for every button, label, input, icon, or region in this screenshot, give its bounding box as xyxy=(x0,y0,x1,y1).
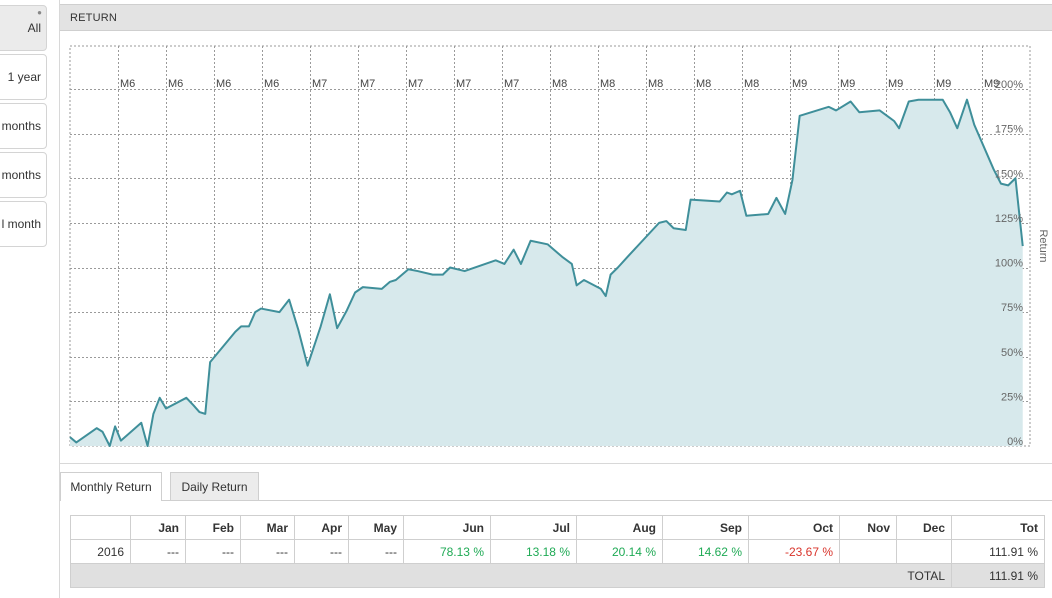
y-tick-label: 175% xyxy=(995,124,1023,136)
range-months-label-a: months xyxy=(1,119,41,133)
x-tick-label: M7 xyxy=(360,78,375,90)
panel-title: RETURN xyxy=(70,12,118,24)
header-dec: Dec xyxy=(896,515,952,540)
x-tick-label: M8 xyxy=(552,78,567,90)
table-row: 2016 --- --- --- --- --- 78.13 % 13.18 %… xyxy=(70,539,1045,564)
x-tick-label: M6 xyxy=(120,78,135,90)
x-tick-label: M9 xyxy=(840,78,855,90)
total-label: TOTAL xyxy=(70,563,952,588)
x-tick-label: M8 xyxy=(600,78,615,90)
range-1-year-button[interactable]: 1 year xyxy=(0,54,47,100)
y-tick-label: 100% xyxy=(995,258,1023,270)
header-jan: Jan xyxy=(130,515,186,540)
y-tick-label: 75% xyxy=(1001,302,1023,314)
x-tick-label: M9 xyxy=(984,78,999,90)
x-tick-label: M7 xyxy=(408,78,423,90)
x-tick-label: M7 xyxy=(504,78,519,90)
tab-monthly-return[interactable]: Monthly Return xyxy=(60,472,162,501)
cell-oct: -23.67 % xyxy=(748,539,840,564)
header-aug: Aug xyxy=(576,515,663,540)
y-tick-label: 50% xyxy=(1001,347,1023,359)
cell-tot: 111.91 % xyxy=(951,539,1045,564)
range-1-month-button[interactable]: l month xyxy=(0,201,47,247)
x-tick-label: M6 xyxy=(168,78,183,90)
return-chart: M6 M6 M6 M6 M7 M7 M7 M7 M7 M8 M8 M8 M8 M8 M9 M9 M9 M9 M9 0%… xyxy=(60,31,1052,464)
cell-nov xyxy=(839,539,897,564)
header-jun: Jun xyxy=(403,515,491,540)
y-tick-label: 0% xyxy=(1007,436,1023,448)
return-line xyxy=(69,98,1024,447)
cell-jul: 13.18 % xyxy=(490,539,577,564)
table-header-row: Jan Feb Mar Apr May Jun Jul Aug Sep Oct … xyxy=(70,515,1045,540)
header-mar: Mar xyxy=(240,515,295,540)
header-nov: Nov xyxy=(839,515,897,540)
cell-year: 2016 xyxy=(70,539,131,564)
header-year xyxy=(70,515,131,540)
monthly-return-table: Jan Feb Mar Apr May Jun Jul Aug Sep Oct … xyxy=(70,515,1045,588)
cell-jun: 78.13 % xyxy=(403,539,491,564)
cell-feb: --- xyxy=(185,539,241,564)
range-sidebar: All ● 1 year months months l month xyxy=(0,0,50,598)
cell-sep: 14.62 % xyxy=(662,539,749,564)
header-oct: Oct xyxy=(748,515,840,540)
return-panel-header: RETURN xyxy=(60,4,1052,31)
header-may: May xyxy=(348,515,404,540)
x-tick-label: M8 xyxy=(696,78,711,90)
tab-monthly-return-label: Monthly Return xyxy=(70,480,152,494)
header-apr: Apr xyxy=(294,515,349,540)
header-jul: Jul xyxy=(490,515,577,540)
x-tick-label: M7 xyxy=(456,78,471,90)
range-1-year-label: 1 year xyxy=(7,70,41,84)
range-months-button-a[interactable]: months xyxy=(0,103,47,149)
table-total-row: TOTAL 111.91 % xyxy=(70,563,1045,588)
x-tick-label: M6 xyxy=(216,78,231,90)
y-axis-title: Return xyxy=(1037,229,1049,262)
x-tick-label: M8 xyxy=(648,78,663,90)
tab-daily-return-label: Daily Return xyxy=(181,479,248,494)
total-value: 111.91 % xyxy=(951,563,1045,588)
range-all-button[interactable]: All ● xyxy=(0,5,47,51)
range-all-label: All xyxy=(27,21,41,35)
range-1-month-label: l month xyxy=(1,217,41,231)
x-tick-label: M9 xyxy=(888,78,903,90)
header-tot: Tot xyxy=(951,515,1045,540)
marker-icon: ● xyxy=(37,8,42,17)
y-tick-label: 150% xyxy=(995,168,1023,180)
return-tabs: Monthly Return Daily Return xyxy=(60,472,1052,501)
x-tick-label: M9 xyxy=(792,78,807,90)
cell-jan: --- xyxy=(130,539,186,564)
cell-apr: --- xyxy=(294,539,349,564)
range-months-label-b: months xyxy=(1,168,41,182)
x-tick-label: M9 xyxy=(936,78,951,90)
x-tick-label: M6 xyxy=(264,78,279,90)
cell-dec xyxy=(896,539,952,564)
cell-mar: --- xyxy=(240,539,295,564)
cell-aug: 20.14 % xyxy=(576,539,663,564)
x-tick-label: M7 xyxy=(312,78,327,90)
y-tick-label: 200% xyxy=(995,79,1023,91)
header-feb: Feb xyxy=(185,515,241,540)
range-months-button-b[interactable]: months xyxy=(0,152,47,198)
return-chart-svg: M6 M6 M6 M6 M7 M7 M7 M7 M7 M8 M8 M8 M8 M8 M9 M9 M9 M9 M9 0%… xyxy=(69,45,1049,448)
header-sep: Sep xyxy=(662,515,749,540)
tab-daily-return[interactable]: Daily Return xyxy=(170,472,259,500)
y-tick-label: 125% xyxy=(995,213,1023,225)
cell-may: --- xyxy=(348,539,404,564)
sidebar-divider xyxy=(59,0,60,598)
y-tick-label: 25% xyxy=(1001,391,1023,403)
return-area xyxy=(70,99,1023,447)
x-tick-label: M8 xyxy=(744,78,759,90)
